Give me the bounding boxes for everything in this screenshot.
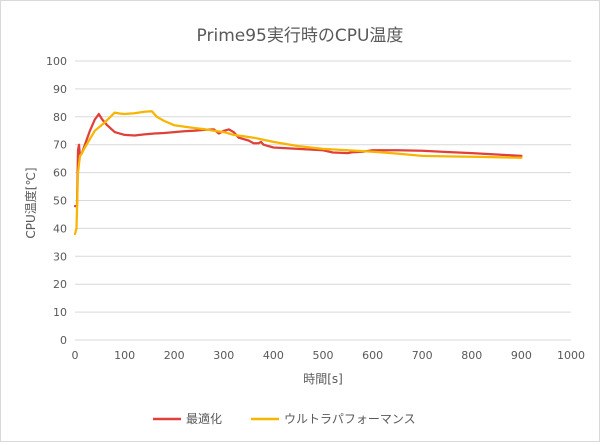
x-tick-label: 400 <box>263 349 284 362</box>
series-lines <box>73 110 523 236</box>
x-tick-label: 200 <box>164 349 185 362</box>
chart-title: Prime95実行時のCPU温度 <box>197 26 404 46</box>
y-tick-label: 40 <box>53 222 67 235</box>
y-tick-label: 30 <box>53 250 67 263</box>
legend-label-2: ウルトラパフォーマンス <box>284 412 416 426</box>
x-tick-labels: 0 100 200 300 400 500 600 700 800 900 1000 <box>72 349 586 362</box>
x-tick-label: 500 <box>313 349 334 362</box>
x-tick-label: 100 <box>114 349 135 362</box>
x-tick-label: 600 <box>362 349 383 362</box>
y-tick-label: 10 <box>53 306 67 319</box>
y-tick-label: 70 <box>53 139 67 152</box>
y-axis-label: CPU温度[℃] <box>23 167 38 238</box>
y-tick-label: 60 <box>53 167 67 180</box>
x-tick-label: 700 <box>412 349 433 362</box>
y-tick-label: 100 <box>46 55 67 68</box>
y-tick-labels: 0 10 20 30 40 50 60 70 80 90 100 <box>46 55 67 347</box>
legend: 最適化 ウルトラパフォーマンス <box>153 411 416 426</box>
y-tick-label: 50 <box>53 195 67 208</box>
x-tick-label: 800 <box>461 349 482 362</box>
x-tick-label: 1000 <box>557 349 585 362</box>
x-axis-label: 時間[s] <box>303 372 343 386</box>
gridlines <box>75 60 571 341</box>
legend-label-1: 最適化 <box>186 411 222 426</box>
x-tick-label: 300 <box>213 349 234 362</box>
y-tick-label: 0 <box>60 334 67 347</box>
y-tick-label: 90 <box>53 83 67 96</box>
y-tick-label: 80 <box>53 111 67 124</box>
series-line-1 <box>73 112 523 208</box>
x-tick-label: 0 <box>72 349 79 362</box>
series-line-2 <box>73 110 523 236</box>
y-tick-label: 20 <box>53 278 67 291</box>
x-tick-label: 900 <box>511 349 532 362</box>
